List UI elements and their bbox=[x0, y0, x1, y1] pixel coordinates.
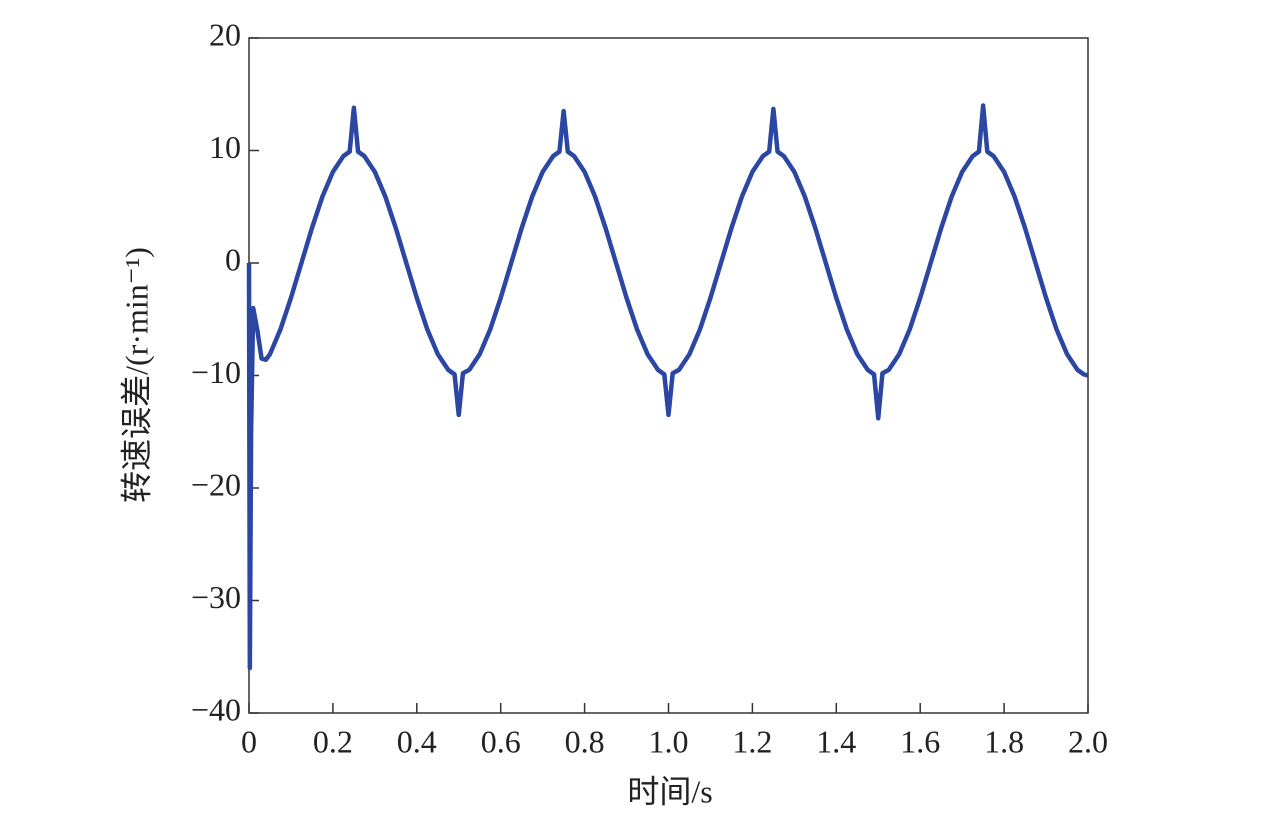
x-tick-label: 0.4 bbox=[397, 723, 437, 759]
x-tick-label: 1.6 bbox=[900, 723, 940, 759]
x-tick-label: 1.4 bbox=[816, 723, 856, 759]
y-tick-label: −30 bbox=[191, 579, 241, 615]
y-tick-label: −20 bbox=[191, 466, 241, 502]
data-line bbox=[246, 103, 1089, 671]
y-tick-label: 10 bbox=[209, 129, 241, 165]
x-tick-label: 1.2 bbox=[732, 723, 772, 759]
x-tick-label: 0 bbox=[241, 723, 257, 759]
x-tick-label: 1.8 bbox=[984, 723, 1024, 759]
x-axis-label: 时间/s bbox=[627, 773, 712, 809]
x-tick-label: 0.6 bbox=[481, 723, 521, 759]
x-tick-label: 0.2 bbox=[313, 723, 353, 759]
y-axis-label: 转速误差/(r·min⁻¹) bbox=[118, 247, 154, 503]
y-tick-label: −40 bbox=[191, 691, 241, 727]
y-tick-label: 20 bbox=[209, 16, 241, 52]
x-tick-label: 2.0 bbox=[1068, 723, 1108, 759]
plot-frame bbox=[248, 37, 1089, 714]
y-tick-label: 0 bbox=[225, 241, 241, 277]
x-tick-label: 1.0 bbox=[649, 723, 689, 759]
y-tick-label: −10 bbox=[191, 354, 241, 390]
x-tick-label: 0.8 bbox=[565, 723, 605, 759]
